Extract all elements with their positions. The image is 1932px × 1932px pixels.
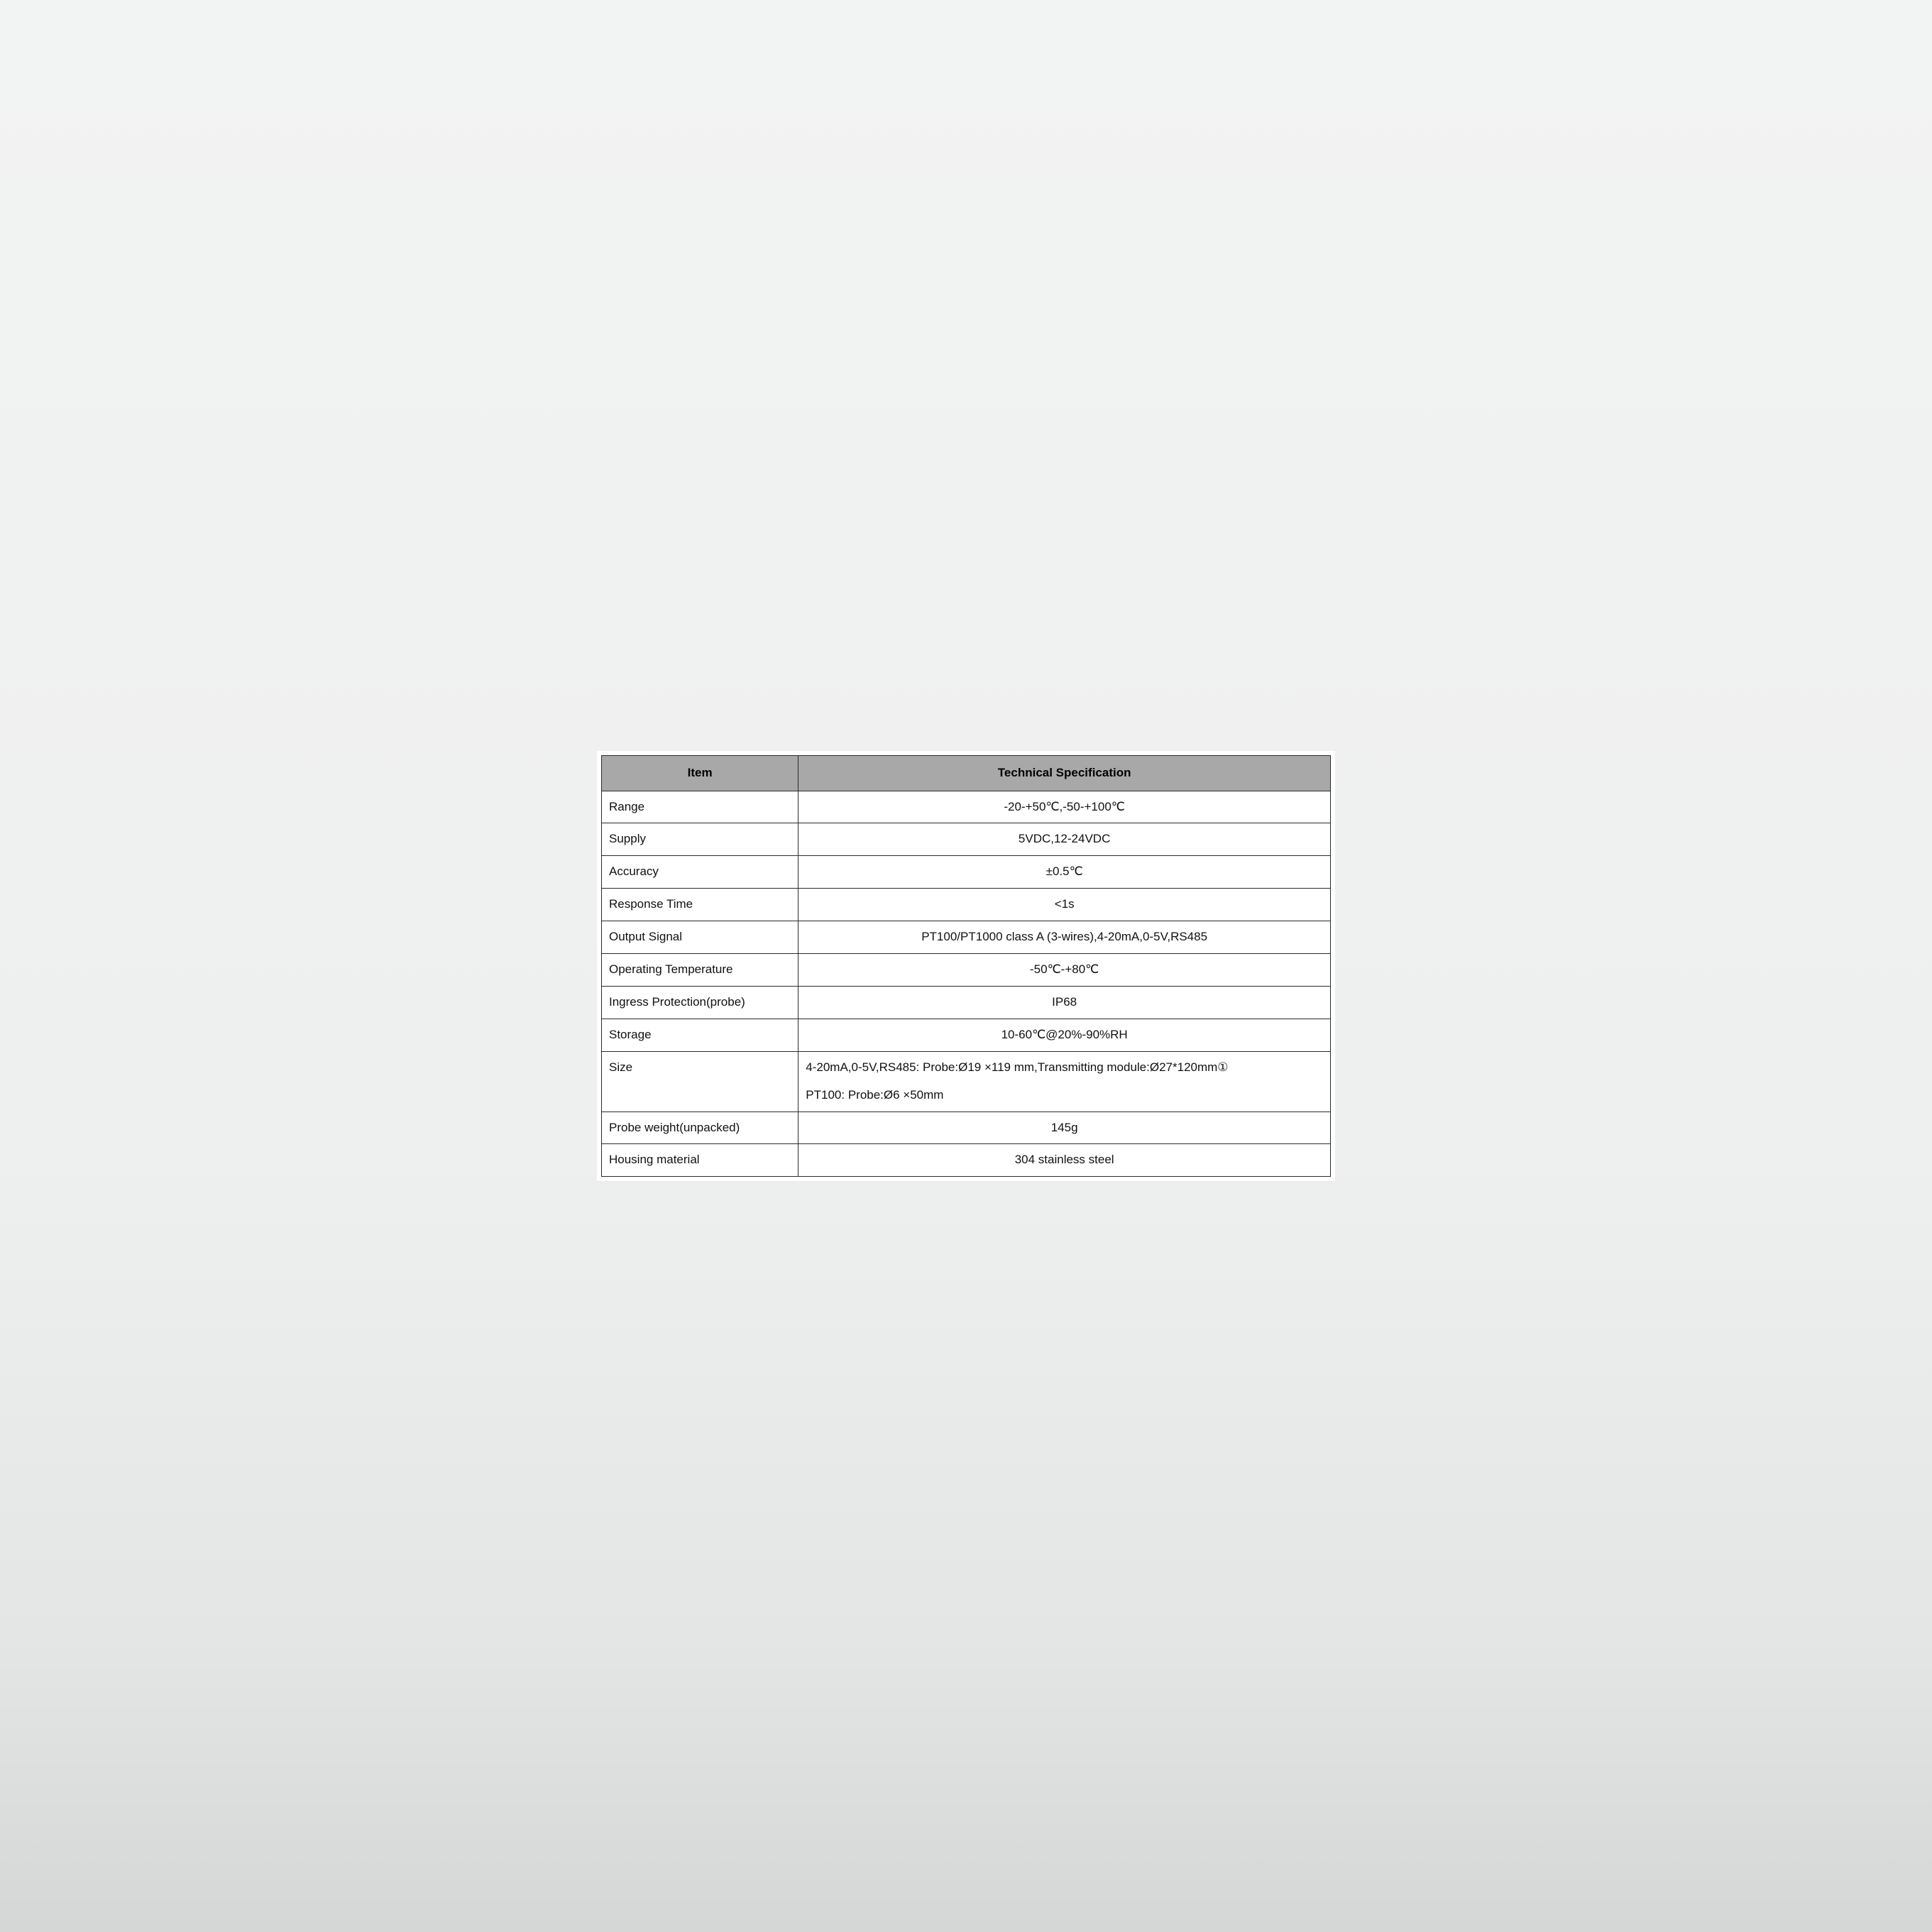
table-row: Probe weight(unpacked) 145g: [602, 1112, 1331, 1144]
item-cell: Accuracy: [602, 856, 798, 889]
item-cell: Range: [602, 791, 798, 823]
spec-cell: 10-60℃@20%-90%RH: [798, 1019, 1331, 1051]
spec-cell: 304 stainless steel: [798, 1144, 1331, 1177]
spec-table: Item Technical Specification Range -20-+…: [601, 755, 1331, 1178]
item-cell: Storage: [602, 1019, 798, 1051]
table-row: Ingress Protection(probe) IP68: [602, 986, 1331, 1019]
spec-cell: ±0.5℃: [798, 856, 1331, 889]
table-row: Supply 5VDC,12-24VDC: [602, 823, 1331, 856]
spec-sheet: Item Technical Specification Range -20-+…: [597, 751, 1335, 1182]
table-header-row: Item Technical Specification: [602, 755, 1331, 791]
size-line-2: PT100: Probe:Ø6 ×50mm: [806, 1085, 1323, 1106]
spec-cell: PT100/PT1000 class A (3-wires),4-20mA,0-…: [798, 921, 1331, 954]
table-row: Accuracy ±0.5℃: [602, 856, 1331, 889]
spec-cell-size: 4-20mA,0-5V,RS485: Probe:Ø19 ×119 mm,Tra…: [798, 1051, 1331, 1112]
item-cell: Output Signal: [602, 921, 798, 954]
table-row: Range -20-+50℃,-50-+100℃: [602, 791, 1331, 823]
item-cell: Supply: [602, 823, 798, 856]
spec-cell: 5VDC,12-24VDC: [798, 823, 1331, 856]
table-row: Housing material 304 stainless steel: [602, 1144, 1331, 1177]
item-cell: Probe weight(unpacked): [602, 1112, 798, 1144]
table-row: Output Signal PT100/PT1000 class A (3-wi…: [602, 921, 1331, 954]
table-body: Range -20-+50℃,-50-+100℃ Supply 5VDC,12-…: [602, 791, 1331, 1177]
header-item: Item: [602, 755, 798, 791]
table-row: Size 4-20mA,0-5V,RS485: Probe:Ø19 ×119 m…: [602, 1051, 1331, 1112]
spec-cell: IP68: [798, 986, 1331, 1019]
table-row: Operating Temperature -50℃-+80℃: [602, 954, 1331, 987]
header-spec: Technical Specification: [798, 755, 1331, 791]
table-row: Storage 10-60℃@20%-90%RH: [602, 1019, 1331, 1051]
table-row: Response Time <1s: [602, 889, 1331, 921]
spec-cell: 145g: [798, 1112, 1331, 1144]
item-cell: Ingress Protection(probe): [602, 986, 798, 1019]
item-cell: Housing material: [602, 1144, 798, 1177]
spec-cell: -50℃-+80℃: [798, 954, 1331, 987]
spec-cell: -20-+50℃,-50-+100℃: [798, 791, 1331, 823]
size-line-1: 4-20mA,0-5V,RS485: Probe:Ø19 ×119 mm,Tra…: [806, 1058, 1323, 1078]
item-cell: Operating Temperature: [602, 954, 798, 987]
item-cell: Size: [602, 1051, 798, 1112]
spec-cell: <1s: [798, 889, 1331, 921]
item-cell: Response Time: [602, 889, 798, 921]
